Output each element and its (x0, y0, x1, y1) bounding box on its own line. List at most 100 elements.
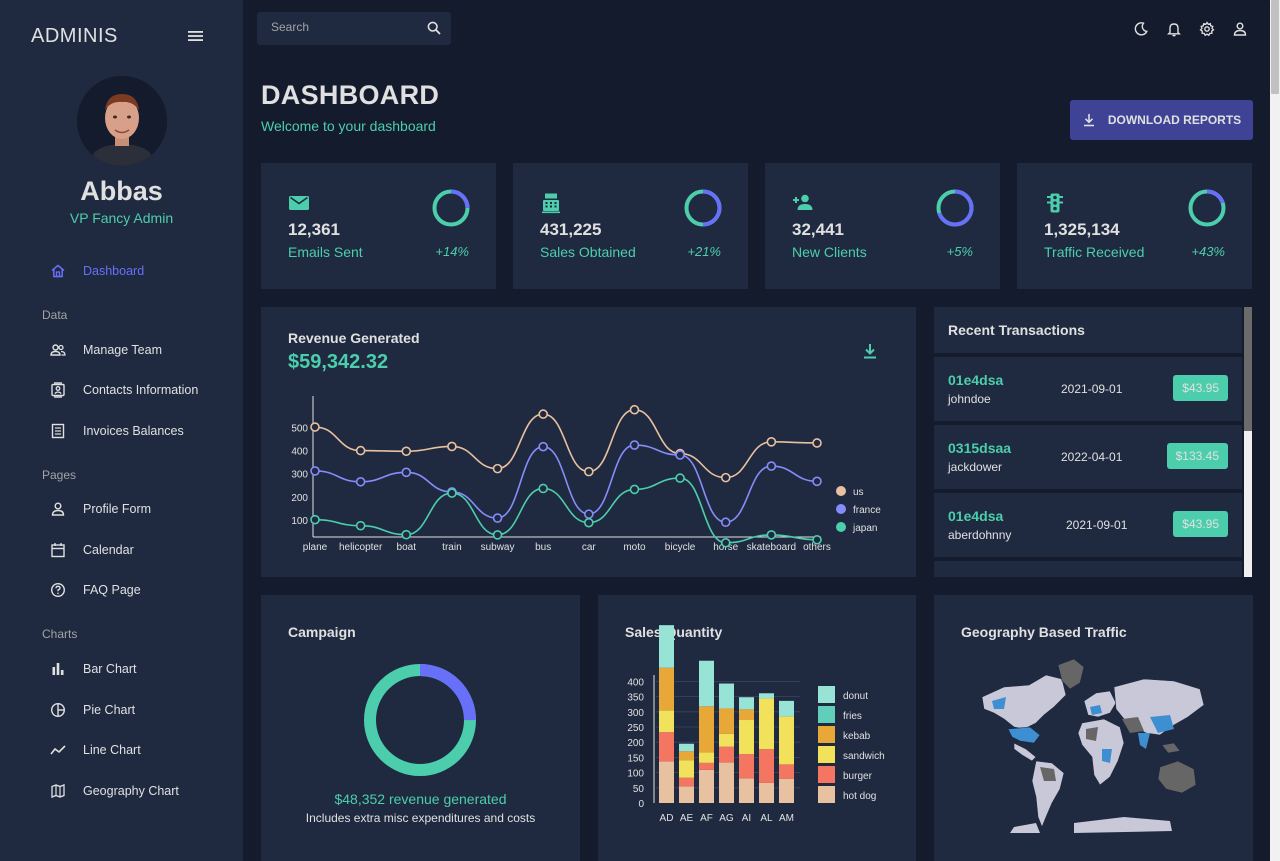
user-role: VP Fancy Admin (69, 210, 174, 226)
transaction-user: aberdohnny (948, 528, 1012, 542)
stat-value: 32,441 (792, 220, 844, 239)
transaction-id: 01e4dsa (948, 508, 1004, 524)
sidebar-item-manage-team[interactable]: Manage Team (48, 338, 162, 362)
campaign-title: Campaign (288, 624, 356, 640)
legend-label: kebab (843, 731, 871, 742)
search-icon[interactable] (427, 21, 441, 35)
sidebar-item-calendar[interactable]: Calendar (48, 538, 134, 562)
bar-segment-donut (739, 697, 754, 710)
legend-symbol (818, 786, 835, 803)
data-point (355, 520, 366, 531)
data-point (492, 463, 503, 474)
sidebar-item-dashboard[interactable]: Dashboard (48, 259, 144, 283)
user-name: Abbas (80, 176, 163, 206)
contacts-icon (48, 380, 68, 400)
revenue-card: Revenue Generated $59,342.32 100 200 300 40… (261, 307, 916, 577)
sidebar-item-label: Dashboard (83, 264, 145, 278)
data-point (720, 472, 731, 483)
data-point (538, 441, 548, 452)
download-icon[interactable] (861, 342, 879, 360)
sidebar-item-label: Geography Chart (83, 784, 179, 798)
sidebar-item-label: Pie Chart (83, 703, 136, 717)
download-reports-button[interactable]: DOWNLOAD REPORTS (1070, 100, 1253, 140)
settings-icon[interactable] (1198, 20, 1216, 38)
bar-segment-sandwich (719, 733, 734, 747)
sidebar-item-line-chart[interactable]: Line Chart (48, 738, 141, 762)
data-point (310, 466, 320, 476)
person-icon[interactable] (1231, 20, 1249, 38)
y-tick-label: 250 (627, 723, 644, 734)
y-tick-label: 200 (627, 738, 644, 749)
bar-segment-sandwich (739, 720, 754, 755)
sidebar-item-invoices[interactable]: Invoices Balances (48, 419, 184, 443)
transaction-row[interactable]: 0315dsaa jackdower 2022-04-01 $133.45 (934, 425, 1242, 489)
avatar (77, 76, 167, 166)
stat-card-traffic: 1,325,134 Traffic Received +43% (1017, 163, 1252, 289)
bar-segment-hot-dog (779, 778, 794, 803)
email-icon (289, 196, 309, 210)
transaction-row[interactable]: 01e4dsa johndoe 2021-09-01 $43.95 (934, 357, 1242, 421)
bar-segment-donut (759, 693, 774, 699)
dark-mode-icon[interactable] (1132, 20, 1150, 38)
legend-label: fries (843, 711, 862, 722)
data-point (355, 445, 366, 456)
bar-segment-hot-dog (759, 782, 774, 803)
bar-segment-hot-dog (719, 762, 734, 803)
progress-circle (936, 189, 974, 227)
series-line-us (314, 408, 818, 479)
search-input[interactable] (271, 20, 421, 34)
sidebar-item-label: Calendar (83, 543, 134, 557)
data-point (629, 404, 640, 415)
stat-value: 1,325,134 (1044, 220, 1120, 239)
receipt-icon (48, 421, 68, 441)
y-tick-label: 150 (627, 753, 644, 764)
legend-label: france (853, 505, 881, 516)
transaction-date: 2021-09-01 (1061, 382, 1123, 396)
stat-card-sales: 431,225 Sales Obtained +21% (513, 163, 748, 289)
sidebar-item-label: FAQ Page (83, 583, 141, 597)
person-add-icon (793, 194, 813, 210)
bar-segment-burger (759, 749, 774, 783)
x-tick-label: subway (481, 542, 515, 553)
sidebar-item-contacts[interactable]: Contacts Information (48, 378, 198, 402)
transactions-header: Recent Transactions (934, 307, 1242, 353)
page-scrollbar[interactable] (1270, 0, 1280, 861)
data-point (720, 517, 731, 528)
legend-symbol (818, 726, 835, 743)
section-label-pages: Pages (42, 468, 77, 482)
page-title: DASHBOARD (261, 80, 440, 110)
data-point (766, 461, 777, 471)
legend-label: burger (843, 771, 873, 782)
bar-segment-donut (679, 743, 694, 752)
bar-segment-donut (659, 625, 674, 668)
sidebar-item-geography-chart[interactable]: Geography Chart (48, 779, 179, 803)
transactions-scrollbar[interactable] (1244, 307, 1252, 577)
transaction-row[interactable]: 01e4dsa aberdohnny 2021-09-01 $43.95 (934, 493, 1242, 557)
sidebar-item-faq[interactable]: FAQ Page (48, 578, 141, 602)
x-tick-label: bicycle (665, 542, 696, 553)
y-tick-label: 400 (627, 677, 644, 688)
legend-symbol (836, 486, 846, 496)
x-tick-label: boat (397, 542, 417, 553)
bar-segment-hot-dog (739, 778, 754, 803)
sidebar-item-bar-chart[interactable]: Bar Chart (48, 657, 137, 681)
sidebar-item-profile-form[interactable]: Profile Form (48, 497, 151, 521)
sidebar-item-pie-chart[interactable]: Pie Chart (48, 698, 135, 722)
bar-segment-kebab (659, 667, 674, 711)
page-scrollbar-thumb[interactable] (1271, 0, 1279, 94)
timeline-icon (48, 740, 68, 760)
transaction-cost: $43.95 (1173, 375, 1228, 401)
notifications-icon[interactable] (1165, 20, 1183, 38)
x-tick-label: moto (623, 542, 646, 553)
legend-label: donut (843, 691, 868, 702)
sales-quantity-card: Sales Quantity 0 50 100 150 200 250 300 350 400 A… (598, 595, 916, 861)
stat-increase: +14% (435, 244, 469, 259)
data-point (675, 473, 685, 483)
calendar-icon (48, 540, 68, 560)
page-subtitle: Welcome to your dashboard (261, 118, 436, 134)
menu-icon[interactable] (188, 30, 203, 42)
person-icon (48, 499, 68, 519)
transaction-row (934, 561, 1242, 577)
transactions-scrollbar-thumb[interactable] (1244, 307, 1252, 431)
data-point (766, 437, 777, 447)
